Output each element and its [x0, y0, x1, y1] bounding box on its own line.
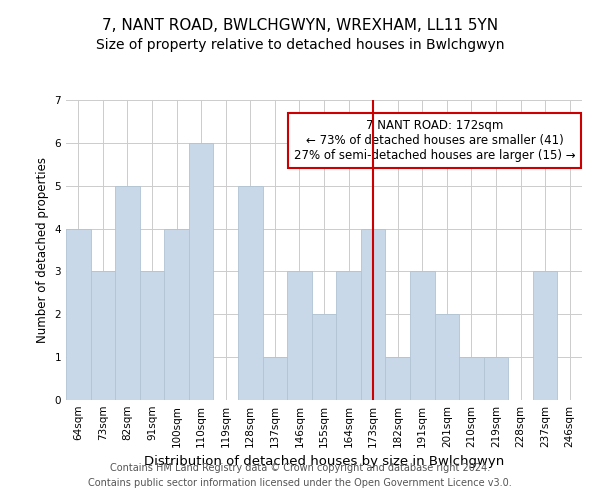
Bar [164, 228, 189, 400]
Bar [410, 272, 434, 400]
Bar [533, 272, 557, 400]
Bar [263, 357, 287, 400]
Bar [140, 272, 164, 400]
Bar [434, 314, 459, 400]
Bar [189, 143, 214, 400]
Bar [312, 314, 336, 400]
Text: Size of property relative to detached houses in Bwlchgwyn: Size of property relative to detached ho… [96, 38, 504, 52]
Y-axis label: Number of detached properties: Number of detached properties [36, 157, 49, 343]
X-axis label: Distribution of detached houses by size in Bwlchgwyn: Distribution of detached houses by size … [144, 456, 504, 468]
Text: Contains HM Land Registry data © Crown copyright and database right 2024.
Contai: Contains HM Land Registry data © Crown c… [88, 462, 512, 487]
Bar [91, 272, 115, 400]
Bar [66, 228, 91, 400]
Bar [459, 357, 484, 400]
Bar [336, 272, 361, 400]
Text: 7, NANT ROAD, BWLCHGWYN, WREXHAM, LL11 5YN: 7, NANT ROAD, BWLCHGWYN, WREXHAM, LL11 5… [102, 18, 498, 32]
Bar [287, 272, 312, 400]
Bar [238, 186, 263, 400]
Bar [115, 186, 140, 400]
Bar [385, 357, 410, 400]
Text: 7 NANT ROAD: 172sqm
← 73% of detached houses are smaller (41)
27% of semi-detach: 7 NANT ROAD: 172sqm ← 73% of detached ho… [294, 120, 575, 162]
Bar [361, 228, 385, 400]
Bar [484, 357, 508, 400]
